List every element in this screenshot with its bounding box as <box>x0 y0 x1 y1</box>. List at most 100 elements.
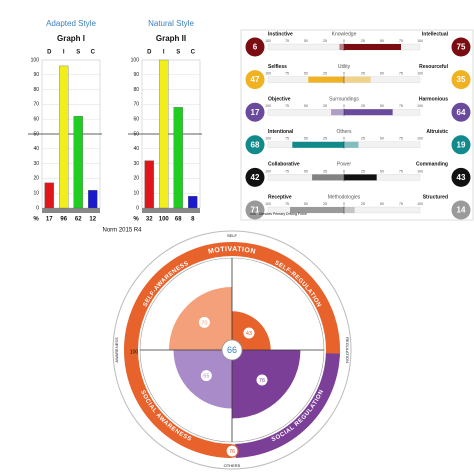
right-fill <box>344 141 359 148</box>
scale-label: 25 <box>361 39 365 43</box>
y-tick-label: 0 <box>36 205 39 211</box>
bar <box>144 160 154 209</box>
center-label: Others <box>336 129 352 135</box>
right-score: 43 <box>457 173 466 182</box>
left-fill <box>292 141 344 148</box>
value-label: 62 <box>75 217 82 223</box>
motivation-ring <box>124 242 340 458</box>
left-score: 6 <box>253 43 258 52</box>
scale-label: 75 <box>285 137 289 141</box>
y-tick-label: 60 <box>33 117 39 123</box>
y-tick-label: 40 <box>33 146 39 152</box>
bar <box>173 107 183 209</box>
ring-badge <box>225 444 239 458</box>
value-badge <box>242 326 256 340</box>
right-label: Commanding <box>416 162 448 168</box>
category-label: C <box>191 50 196 56</box>
value-badge <box>255 373 269 387</box>
category-label: S <box>176 50 180 56</box>
scale-label: 0 <box>343 104 345 108</box>
scale-label: 0 <box>343 169 345 173</box>
scale-label: 75 <box>285 169 289 173</box>
axis-right-label: REGULATION <box>345 337 350 363</box>
center-label: Knowledge <box>332 31 357 37</box>
left-fill <box>308 76 344 83</box>
bar <box>59 65 69 209</box>
category-label: I <box>63 50 65 56</box>
scale-label: 75 <box>285 72 289 76</box>
ring-value: 76 <box>229 449 235 455</box>
scale-label: 50 <box>380 39 384 43</box>
axis-left-label: AWARENESS <box>114 337 119 363</box>
value-label: 12 <box>89 217 96 223</box>
score-badge <box>451 37 471 57</box>
value-label: 100 <box>159 217 170 223</box>
scale-label: 50 <box>380 137 384 141</box>
scale-label: 50 <box>380 202 384 206</box>
scale-label: 50 <box>380 169 384 173</box>
y-tick-label: 10 <box>33 191 39 197</box>
right-label: Harmonious <box>419 97 448 103</box>
y-tick-label: 0 <box>136 205 139 211</box>
left-label: Objective <box>268 97 291 103</box>
left-fill <box>290 207 344 213</box>
value-label: 68 <box>175 217 182 223</box>
ring-label-path: MOTIVATION <box>208 246 256 256</box>
scale-label: 100 <box>265 39 271 43</box>
score-badge <box>245 167 265 187</box>
score-badge <box>451 70 471 90</box>
scale-label: 100 <box>130 349 139 355</box>
right-fill <box>344 109 393 116</box>
left-label: Collaborative <box>268 162 300 168</box>
right-label: Intellectual <box>422 31 449 37</box>
scale-label: 25 <box>361 202 365 206</box>
motivator-panel <box>240 29 474 221</box>
left-score: 47 <box>251 75 260 84</box>
bar <box>88 190 98 209</box>
bar <box>188 196 198 209</box>
y-tick-label: 30 <box>133 161 139 167</box>
scale-label: 25 <box>361 169 365 173</box>
right-label: Resourceful <box>419 64 449 70</box>
score-badge <box>245 200 265 220</box>
scale-label: 100 <box>265 104 271 108</box>
left-label: Instinctive <box>268 31 293 37</box>
right-score: 14 <box>457 206 466 215</box>
scale-label: 75 <box>285 39 289 43</box>
score-badge <box>451 135 471 155</box>
y-tick-label: 30 <box>33 161 39 167</box>
scale-label: 0 <box>343 39 345 43</box>
scale-label: 25 <box>361 137 365 141</box>
category-label: D <box>47 50 52 56</box>
scale-label: 75 <box>399 202 403 206</box>
right-fill <box>344 44 401 50</box>
center-value: 66 <box>227 345 237 355</box>
y-tick-label: 20 <box>33 176 39 182</box>
footnote: Norm 2015 R4 <box>102 228 142 234</box>
y-tick-label: 100 <box>131 57 140 63</box>
quadrant-value: 65 <box>203 374 209 380</box>
right-fill <box>344 174 377 181</box>
y-tick-label: 70 <box>33 102 39 108</box>
category-label: S <box>76 50 80 56</box>
scale-label: 50 <box>304 202 308 206</box>
right-label: Structured <box>423 194 448 200</box>
score-badge <box>245 70 265 90</box>
scale-label: 75 <box>285 104 289 108</box>
value-label: 8 <box>191 217 195 223</box>
scale-label: 25 <box>361 104 365 108</box>
category-label: C <box>91 50 96 56</box>
score-badge <box>451 167 471 187</box>
scale-label: 50 <box>304 104 308 108</box>
y-tick-label: 90 <box>33 72 39 78</box>
center-label: Methodologies <box>328 194 361 200</box>
scale-label: 0 <box>343 202 345 206</box>
quadrant-value: 43 <box>246 331 252 337</box>
wheel-outline <box>112 230 352 470</box>
center-label: Power <box>337 162 352 168</box>
chart-title: Graph II <box>156 34 186 43</box>
scale-label: 75 <box>285 202 289 206</box>
scale-label: 100 <box>417 39 423 43</box>
row-label: % <box>133 217 139 223</box>
